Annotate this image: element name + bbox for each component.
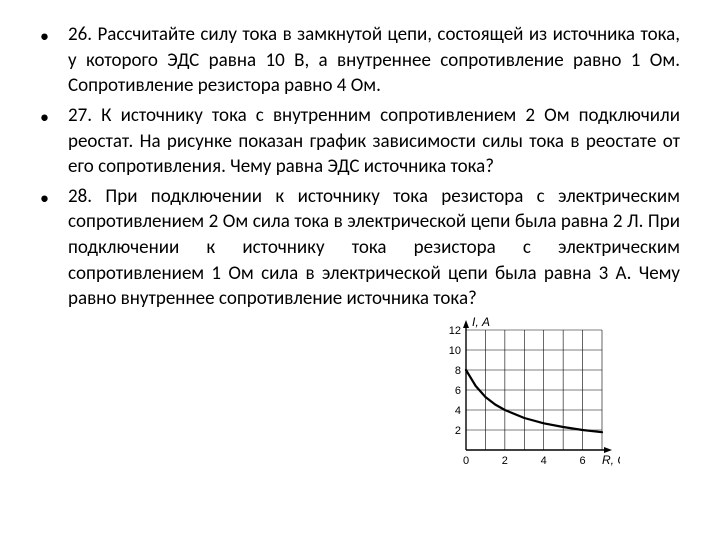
svg-text:0: 0 — [463, 455, 469, 467]
svg-text:I, А: I, А — [472, 315, 490, 329]
problem-text: 26. Рассчитайте силу тока в замкнутой це… — [68, 22, 680, 99]
bullet-icon: • — [40, 103, 68, 180]
bullet-icon: • — [40, 22, 68, 99]
svg-text:8: 8 — [455, 365, 461, 377]
chart-container: 2 4 6 8 10 12 0 2 4 6 I, А R, Ом — [40, 312, 680, 480]
svg-text:6: 6 — [580, 455, 586, 467]
list-item: • 27. К источнику тока с внутренним сопр… — [40, 103, 680, 180]
list-item: • 28. При подключении к источнику тока р… — [40, 184, 680, 312]
svg-text:2: 2 — [455, 425, 461, 437]
svg-text:10: 10 — [449, 345, 461, 357]
svg-text:2: 2 — [502, 455, 508, 467]
resistance-current-chart: 2 4 6 8 10 12 0 2 4 6 I, А R, Ом — [430, 312, 620, 472]
problem-text: 28. При подключении к источнику тока рез… — [68, 184, 680, 312]
svg-text:4: 4 — [455, 405, 461, 417]
svg-text:6: 6 — [455, 385, 461, 397]
list-item: • 26. Рассчитайте силу тока в замкнутой … — [40, 22, 680, 99]
svg-text:4: 4 — [541, 455, 547, 467]
bullet-icon: • — [40, 184, 68, 312]
svg-text:R, Ом: R, Ом — [602, 453, 620, 467]
svg-text:12: 12 — [449, 325, 461, 337]
problem-text: 27. К источнику тока с внутренним сопрот… — [68, 103, 680, 180]
page: • 26. Рассчитайте силу тока в замкнутой … — [0, 0, 720, 490]
